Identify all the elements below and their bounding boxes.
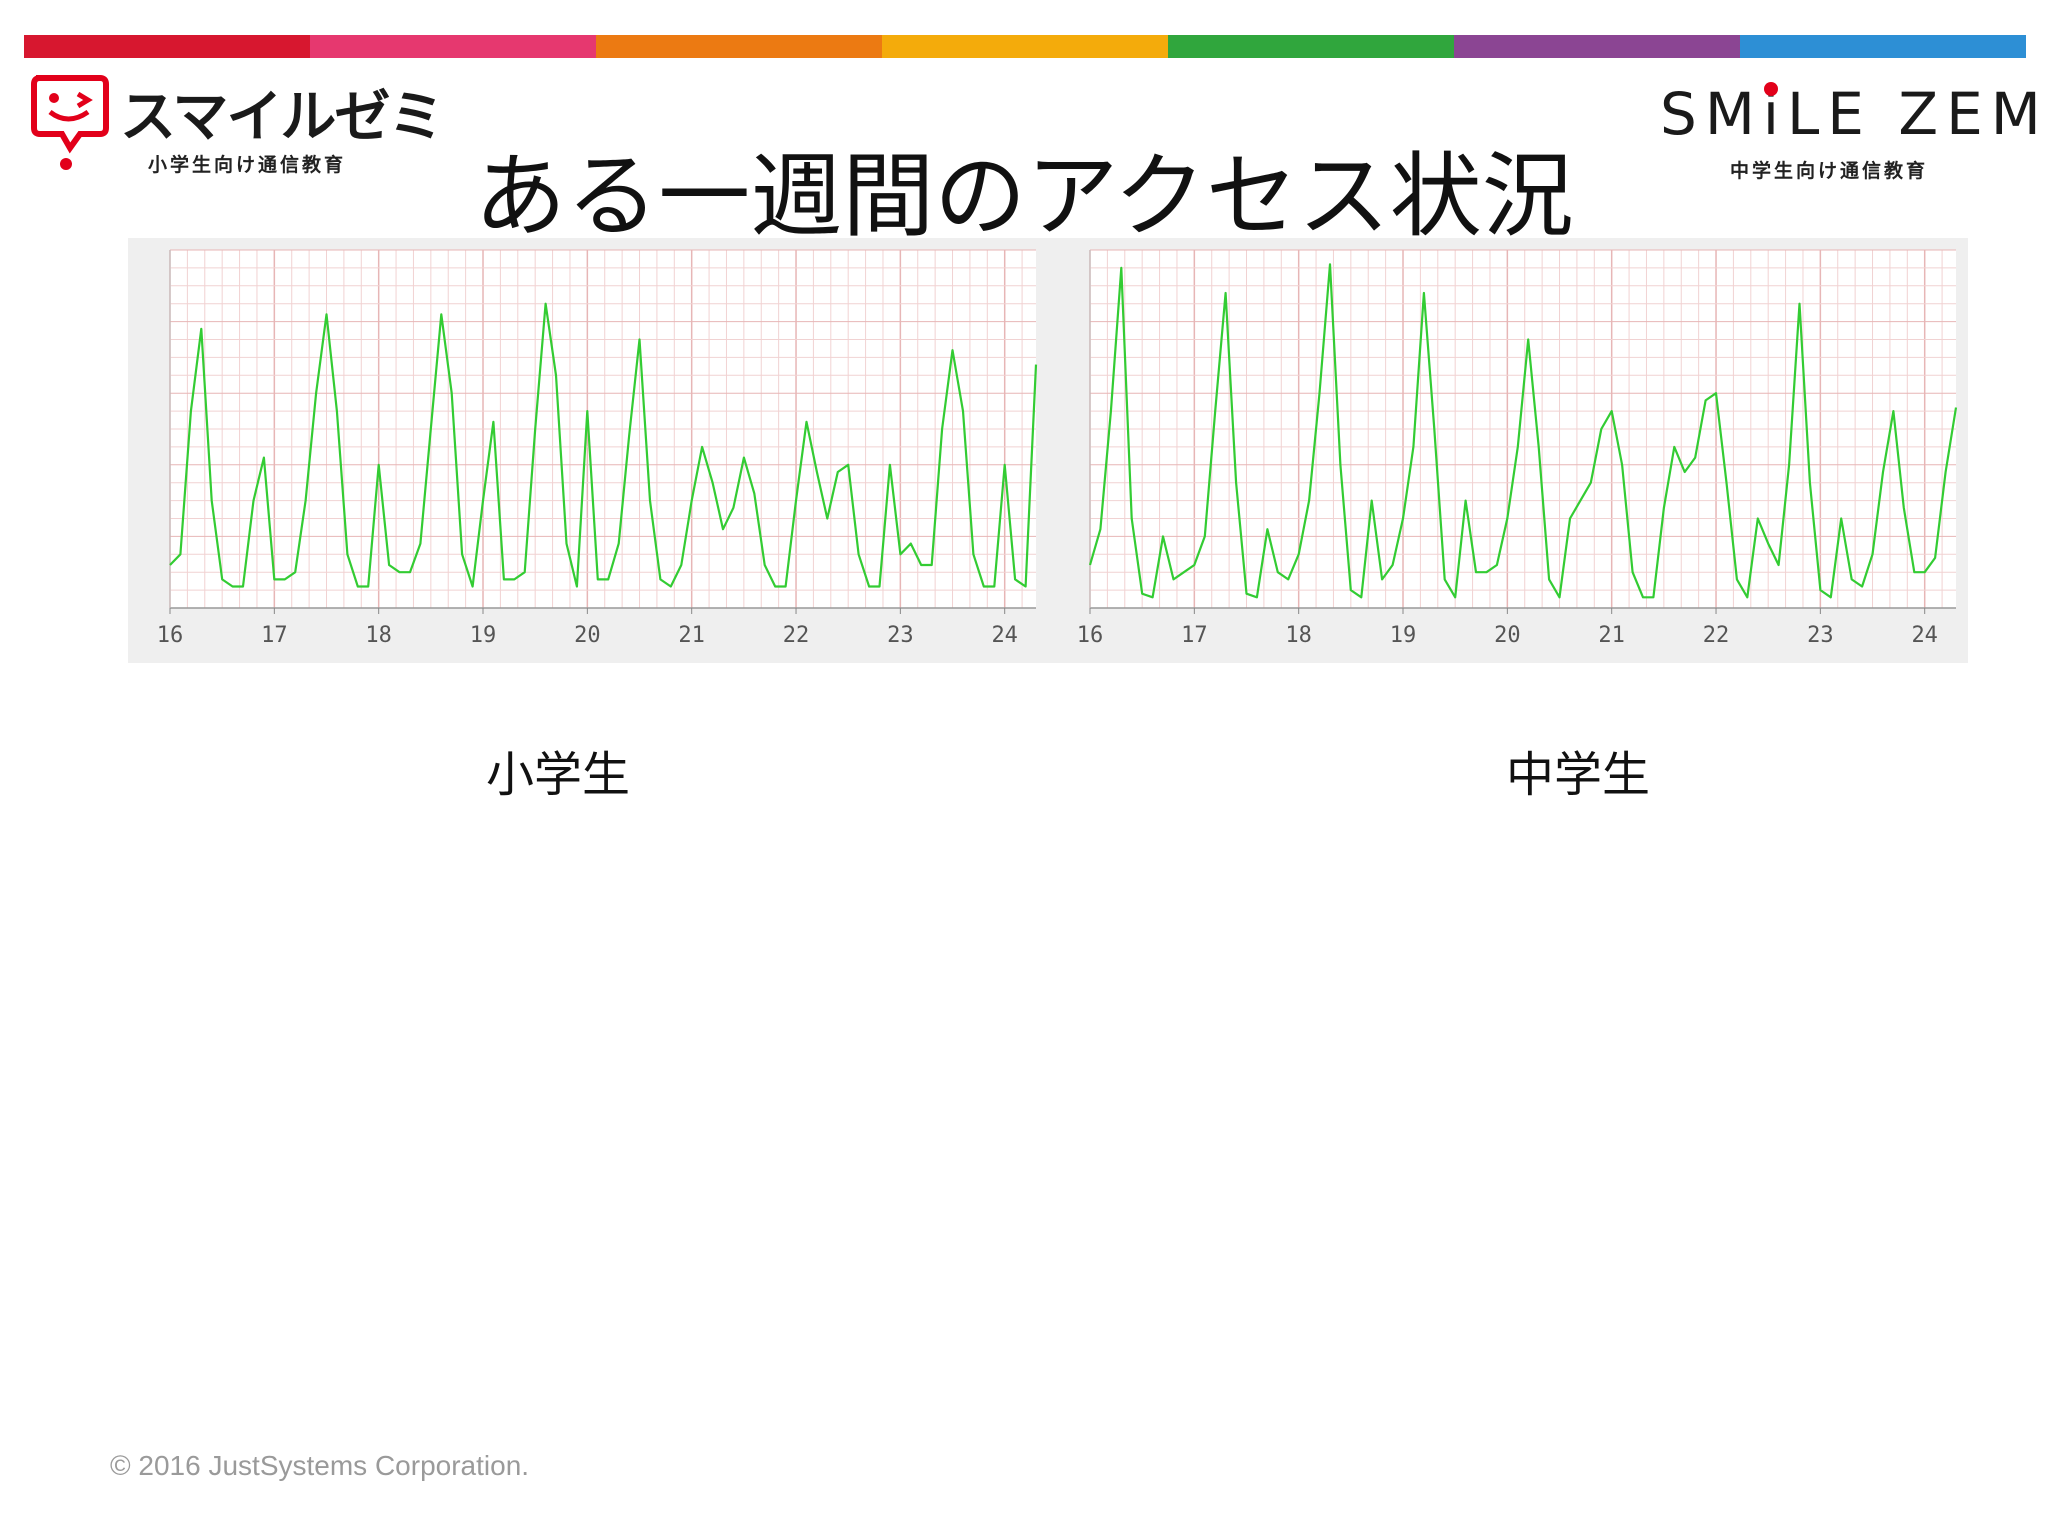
x-tick-label: 23 — [1807, 623, 1834, 648]
logo-smilezemi-junior-high: SMiLE ZEMI 中学生向け通信教育 — [1660, 80, 2048, 190]
color-stripe — [24, 35, 2026, 58]
x-tick-label: 18 — [1285, 623, 1312, 648]
x-tick-label: 19 — [1390, 623, 1417, 648]
speech-bubble-icon — [31, 75, 109, 170]
series-line — [169, 302, 1038, 588]
chart-label-elementary: 小学生 — [485, 747, 630, 803]
x-tick-label: 22 — [1703, 623, 1730, 648]
red-dot-icon — [1764, 82, 1778, 96]
stripe-purple — [1454, 35, 1740, 58]
x-tick-label: 24 — [1911, 623, 1938, 648]
stripe-orange — [596, 35, 882, 58]
x-tick-label: 22 — [783, 623, 810, 648]
logo-subtitle: 中学生向け通信教育 — [1730, 160, 1929, 182]
stripe-pink — [310, 35, 596, 58]
stripe-yellow — [882, 35, 1168, 58]
x-tick-label: 17 — [261, 623, 288, 648]
page-title: ある一週間のアクセス状況 — [474, 143, 1574, 250]
x-tick-label: 21 — [1598, 623, 1625, 648]
series-line — [1088, 263, 1958, 599]
x-tick-label: 21 — [678, 623, 705, 648]
logo-wordmark: スマイルゼミ — [120, 85, 444, 150]
copyright: © 2016 JustSystems Corporation. — [110, 1450, 530, 1481]
chart-junior-high: 16 17 18 19 20 21 22 23 24 — [1048, 238, 1968, 663]
logo-wordmark: SMiLE ZEMI — [1660, 80, 2048, 148]
stripe-green — [1168, 35, 1454, 58]
x-tick-label: 16 — [157, 623, 184, 648]
chart-label-junior-high: 中学生 — [1505, 747, 1650, 803]
x-tick-label: 17 — [1181, 623, 1208, 648]
chart-elementary: 16 17 18 19 20 21 22 23 24 — [128, 238, 1048, 663]
x-tick-label: 23 — [887, 623, 914, 648]
x-tick-label: 20 — [1494, 623, 1521, 648]
x-tick-label: 18 — [365, 623, 392, 648]
x-tick-label: 19 — [470, 623, 497, 648]
x-tick-label: 20 — [574, 623, 601, 648]
x-tick-label: 16 — [1077, 623, 1104, 648]
chart-elementary-svg: 16 17 18 19 20 21 22 23 24 — [157, 249, 1038, 648]
x-tick-label: 24 — [991, 623, 1018, 648]
logo-smilezemi-elementary: スマイルゼミ 小学生向け通信教育 — [28, 72, 444, 176]
stripe-red — [24, 35, 310, 58]
stripe-blue — [1740, 35, 2026, 58]
chart-junior-high-svg: 16 17 18 19 20 21 22 23 24 — [1077, 249, 1958, 648]
logo-subtitle: 小学生向け通信教育 — [148, 154, 347, 176]
